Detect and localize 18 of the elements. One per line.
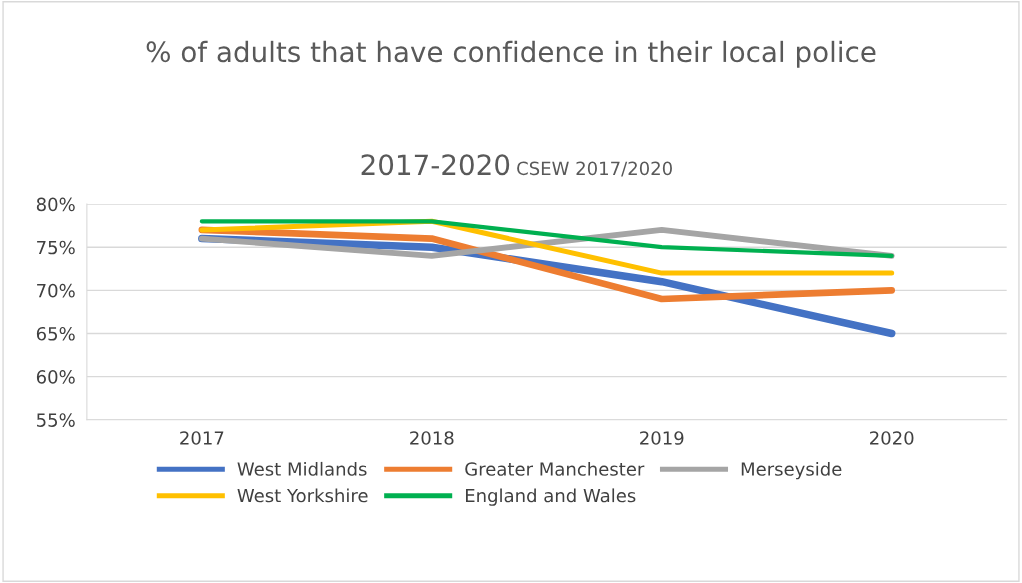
legend-label: West Midlands	[237, 461, 367, 476]
legend-label: Merseyside	[741, 461, 842, 480]
y-tick-label: 70%	[37, 283, 75, 298]
text: CSEW 2017/2020	[517, 161, 672, 177]
x-tick-label: 2017	[180, 431, 224, 445]
y-tick-label: 55%	[37, 413, 75, 427]
legend-label: Greater Manchester	[465, 461, 645, 476]
x-tick-label: 2018	[410, 431, 454, 445]
legend-label: West Yorkshire	[237, 488, 368, 503]
chart-subtitle: 2017-2020	[361, 154, 510, 176]
x-tick-label: 2019	[640, 431, 684, 445]
chart-title: % of adults that have confidence in their local police	[146, 40, 876, 68]
y-tick-label: 65%	[36, 326, 75, 341]
legend-label: England and Wales	[466, 488, 636, 506]
y-tick-label: 75%	[37, 240, 75, 255]
y-tick-label: 80%	[36, 197, 75, 212]
x-tick-label: 2020	[870, 431, 914, 445]
y-tick-label: 60%	[36, 370, 75, 384]
